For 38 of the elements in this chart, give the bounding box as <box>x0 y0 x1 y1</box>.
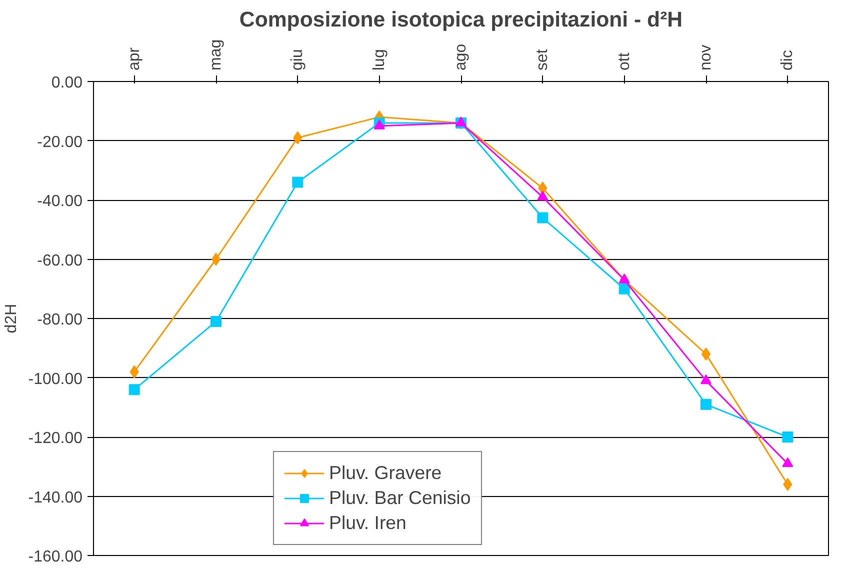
x-tick-label: nov <box>698 44 714 70</box>
point <box>130 365 139 378</box>
y-tick-label: -100.00 <box>28 370 83 388</box>
point <box>374 120 385 130</box>
point <box>782 457 794 468</box>
x-tick-label: ott <box>616 52 633 70</box>
x-tick-label: dic <box>779 50 796 70</box>
point <box>128 384 140 396</box>
y-tick-label: 0.00 <box>51 74 83 92</box>
point <box>293 131 302 144</box>
y-tick-label: -40.00 <box>37 193 83 210</box>
point <box>700 398 712 410</box>
y-tick-label: -80.00 <box>37 312 83 328</box>
x-tick-label: giu <box>289 49 306 70</box>
point <box>783 478 792 491</box>
point <box>292 176 304 188</box>
point <box>537 212 548 224</box>
point <box>618 274 630 284</box>
x-tick-label: apr <box>126 46 143 70</box>
point <box>210 316 222 327</box>
y-tick-label: -20.00 <box>37 134 83 151</box>
point <box>537 190 548 200</box>
y-tick-label: -60.00 <box>37 252 83 270</box>
y-axis-title: d2H <box>3 304 20 334</box>
x-tick-label: ago <box>452 44 470 70</box>
y-tick-label: -120.00 <box>28 430 83 447</box>
x-tick-label: mag <box>208 39 224 70</box>
legend-label: Pluv. Iren <box>329 512 406 534</box>
legend-label: Pluv. Bar Cenisio <box>329 487 471 509</box>
chart-title: Composizione isotopica precipitazioni - d²H <box>239 8 683 32</box>
legend-label: Pluv. Gravere <box>329 462 442 484</box>
x-tick-label: set <box>534 48 552 70</box>
point <box>618 283 630 294</box>
point <box>700 374 712 384</box>
y-tick-label: -140.00 <box>28 489 83 506</box>
y-tick-label: -160.00 <box>28 548 83 566</box>
x-tick-label: lug <box>370 49 388 70</box>
point <box>782 432 794 442</box>
